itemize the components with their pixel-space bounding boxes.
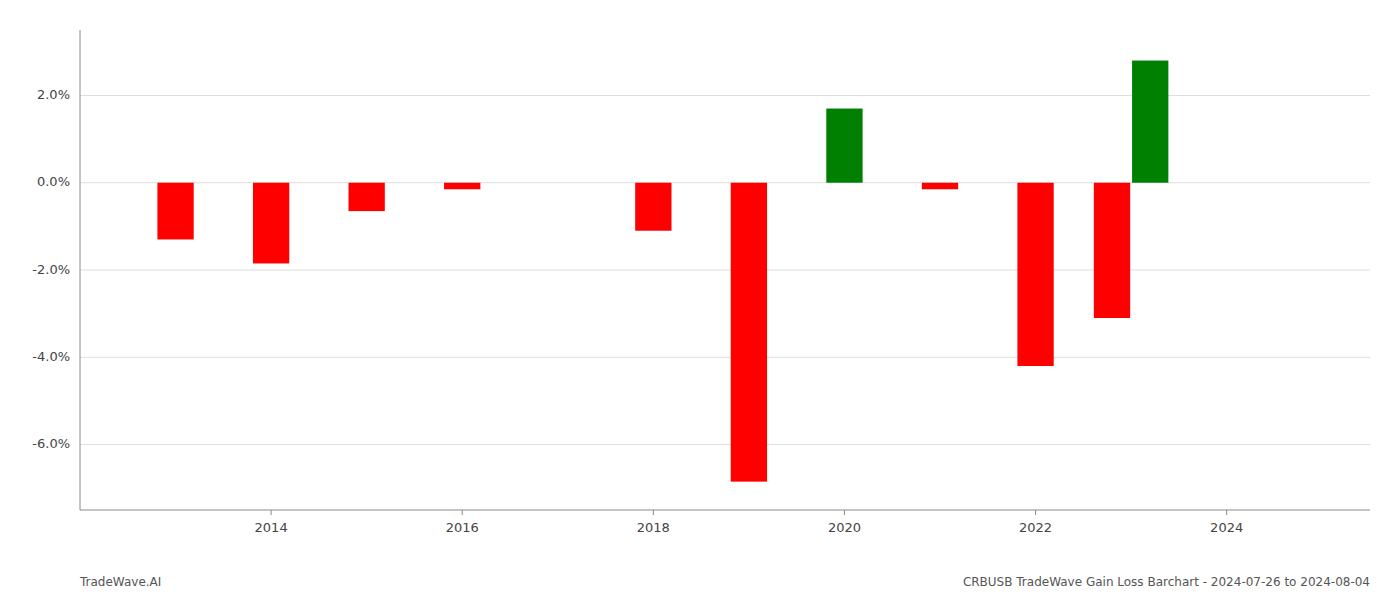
bar <box>826 109 862 183</box>
x-tick <box>1226 510 1227 515</box>
bar <box>1017 183 1053 366</box>
bar <box>349 183 385 211</box>
bar <box>1094 183 1130 318</box>
bar <box>1132 61 1168 183</box>
grid-line <box>80 95 1370 96</box>
bar <box>157 183 193 240</box>
y-tick-label: 2.0% <box>37 87 70 102</box>
y-tick-label: -4.0% <box>32 349 70 364</box>
bar <box>253 183 289 264</box>
footer-text: TradeWave.AI <box>79 575 161 589</box>
x-tick-label: 2020 <box>828 520 861 535</box>
grid <box>80 95 1370 444</box>
x-axis-line <box>80 510 1370 511</box>
chart-container: 2.0%0.0%-2.0%-4.0%-6.0%20142016201820202… <box>0 0 1400 600</box>
y-axis-line <box>80 30 81 510</box>
y-tick-label: -2.0% <box>32 262 70 277</box>
x-tick-label: 2018 <box>637 520 670 535</box>
x-tick-label: 2014 <box>255 520 288 535</box>
grid-line <box>80 270 1370 271</box>
footer-text: CRBUSB TradeWave Gain Loss Barchart - 20… <box>963 575 1370 589</box>
grid-line <box>80 444 1370 445</box>
chart-svg: 2.0%0.0%-2.0%-4.0%-6.0%20142016201820202… <box>0 0 1400 600</box>
y-axis: 2.0% 0.0% -2.0% -4.0% -6.0% <box>32 30 80 510</box>
bar <box>922 183 958 190</box>
bar <box>444 183 480 190</box>
x-tick-label: 2022 <box>1019 520 1052 535</box>
bar <box>731 183 767 482</box>
y-tick-label: 0.0% <box>37 174 70 189</box>
x-tick <box>271 510 272 515</box>
x-axis: 2014 2016 2018 2020 2022 2024 <box>80 510 1370 535</box>
x-tick <box>1035 510 1036 515</box>
grid-line <box>80 357 1370 358</box>
x-tick <box>462 510 463 515</box>
y-tick-label: -6.0% <box>32 436 70 451</box>
bar <box>635 183 671 231</box>
footer: TradeWave.AI CRBUSB TradeWave Gain Loss B… <box>79 575 1370 589</box>
x-tick-label: 2024 <box>1210 520 1243 535</box>
bars <box>157 61 1168 482</box>
x-tick <box>653 510 654 515</box>
x-tick-label: 2016 <box>446 520 479 535</box>
x-tick <box>844 510 845 515</box>
